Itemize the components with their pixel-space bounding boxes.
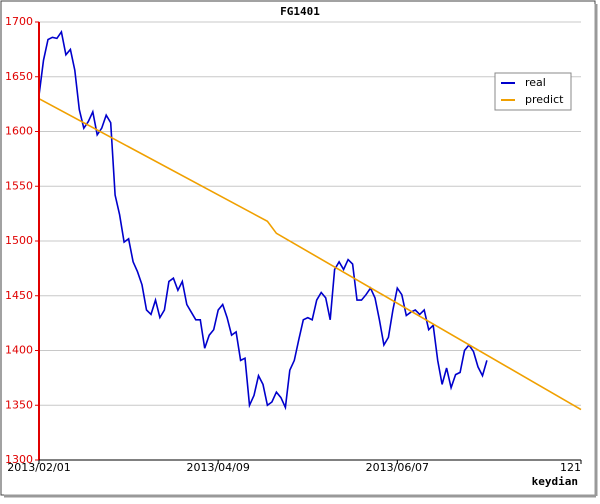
y-tick-label: 1550 <box>5 179 33 192</box>
y-tick-label: 1500 <box>5 234 33 247</box>
y-tick-label: 1300 <box>5 453 33 466</box>
legend-label: predict <box>525 93 564 106</box>
y-tick-label: 1600 <box>5 125 33 138</box>
chart-title: FG1401 <box>280 5 320 18</box>
legend-box <box>494 72 572 111</box>
x-tick-label: 2013/02/01 <box>7 461 70 474</box>
x-tick-label: 2013/06/07 <box>366 461 429 474</box>
y-tick-label: 1350 <box>5 398 33 411</box>
x-tick-label: 121 <box>560 461 581 474</box>
y-tick-label: 1400 <box>5 344 33 357</box>
x-tick-label: 2013/04/09 <box>186 461 249 474</box>
y-tick-label: 1450 <box>5 289 33 302</box>
legend-label: real <box>525 76 546 89</box>
y-tick-label: 1650 <box>5 70 33 83</box>
x-axis-label: keydian <box>532 475 578 488</box>
series-line <box>38 97 582 411</box>
y-tick-label: 1700 <box>5 15 33 28</box>
